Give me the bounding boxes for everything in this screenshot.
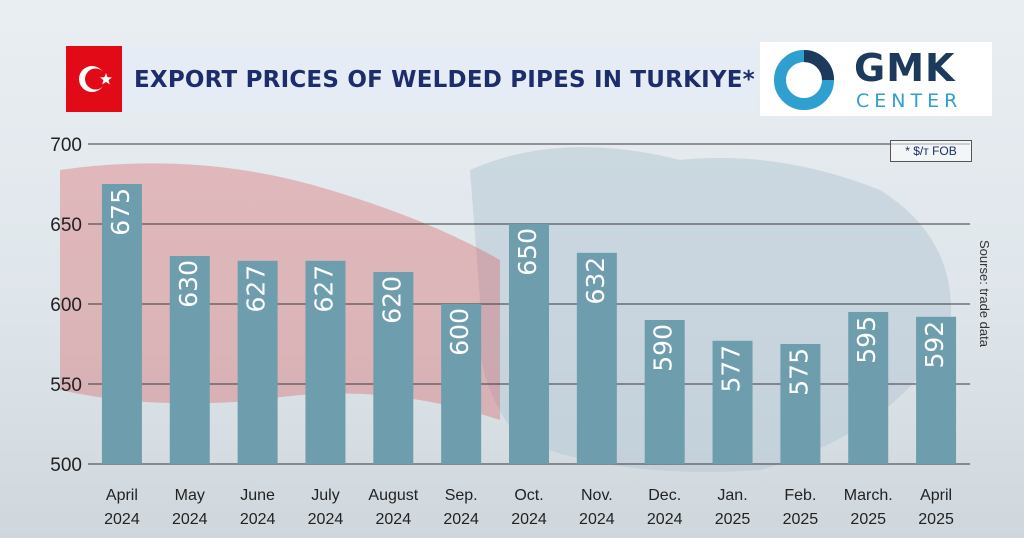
bar [780, 344, 821, 464]
bar-data-label: 575 [784, 348, 813, 396]
bar-data-label: 650 [513, 228, 542, 276]
y-tick-label: 650 [50, 215, 82, 236]
logo-ring-icon [774, 50, 834, 110]
x-tick-label: June [240, 487, 275, 504]
x-tick-label: 2025 [918, 511, 954, 528]
bar [373, 272, 414, 464]
logo [760, 42, 992, 116]
turkey-flag-icon [66, 46, 122, 112]
x-tick-label: April [920, 487, 952, 504]
source-note: Sourse: trade data [977, 240, 992, 347]
bar-data-label: 632 [581, 257, 610, 305]
bar [169, 256, 210, 464]
bar-data-label: 590 [649, 324, 678, 372]
y-tick-label: 500 [50, 455, 82, 476]
bar [916, 316, 957, 464]
bar [509, 224, 549, 464]
x-tick-label: 2025 [715, 511, 751, 528]
chart-title: EXPORT PRICES OF WELDED PIPES IN TURKIYE… [134, 67, 755, 93]
x-tick-label: 2024 [443, 511, 479, 528]
title-bar [66, 46, 756, 112]
bar-data-label: 620 [377, 276, 406, 324]
x-tick-label: Nov. [581, 487, 613, 504]
x-tick-label: Sep. [445, 487, 478, 504]
x-tick-label: March. [844, 487, 893, 504]
bar-data-label: 577 [717, 345, 746, 393]
x-tick-label: 2025 [850, 511, 886, 528]
x-tick-label: 2024 [511, 511, 547, 528]
bar-data-label: 595 [852, 316, 881, 364]
y-tick-label: 600 [50, 295, 82, 316]
bar [237, 260, 278, 464]
bar-data-label: 675 [106, 188, 135, 236]
bar [101, 184, 142, 464]
x-tick-label: 2024 [647, 511, 683, 528]
bar [576, 252, 617, 464]
y-tick-label: 700 [50, 135, 82, 156]
bar-data-label: 630 [174, 260, 203, 308]
x-tick-label: July [311, 487, 339, 504]
x-tick-label: Dec. [648, 487, 681, 504]
x-tick-label: April [106, 487, 138, 504]
x-tick-label: Feb. [784, 487, 816, 504]
x-tick-label: 2024 [579, 511, 615, 528]
x-tick-label: Oct. [514, 487, 543, 504]
logo-text-sub: CENTER [856, 90, 963, 112]
bar-data-label: 592 [920, 321, 949, 369]
bar-data-label: 600 [445, 308, 474, 356]
bar-data-label: 627 [242, 265, 271, 313]
bar [644, 320, 685, 464]
bar-data-label: 627 [309, 265, 338, 313]
bar [712, 340, 753, 464]
x-tick-label: 2024 [172, 511, 208, 528]
x-tick-label: August [368, 487, 418, 504]
logo-text-main: GMK [854, 46, 956, 90]
x-tick-label: 2024 [308, 511, 344, 528]
unit-note: * $/т FOB [890, 140, 972, 162]
x-tick-label: 2025 [783, 511, 819, 528]
y-tick-label: 550 [50, 375, 82, 396]
bar [441, 304, 482, 464]
x-tick-label: 2024 [104, 511, 140, 528]
x-tick-label: May [175, 487, 205, 504]
bar [848, 312, 889, 464]
x-tick-label: Jan. [717, 487, 747, 504]
x-tick-label: 2024 [376, 511, 412, 528]
bar [305, 260, 346, 464]
x-tick-label: 2024 [240, 511, 276, 528]
